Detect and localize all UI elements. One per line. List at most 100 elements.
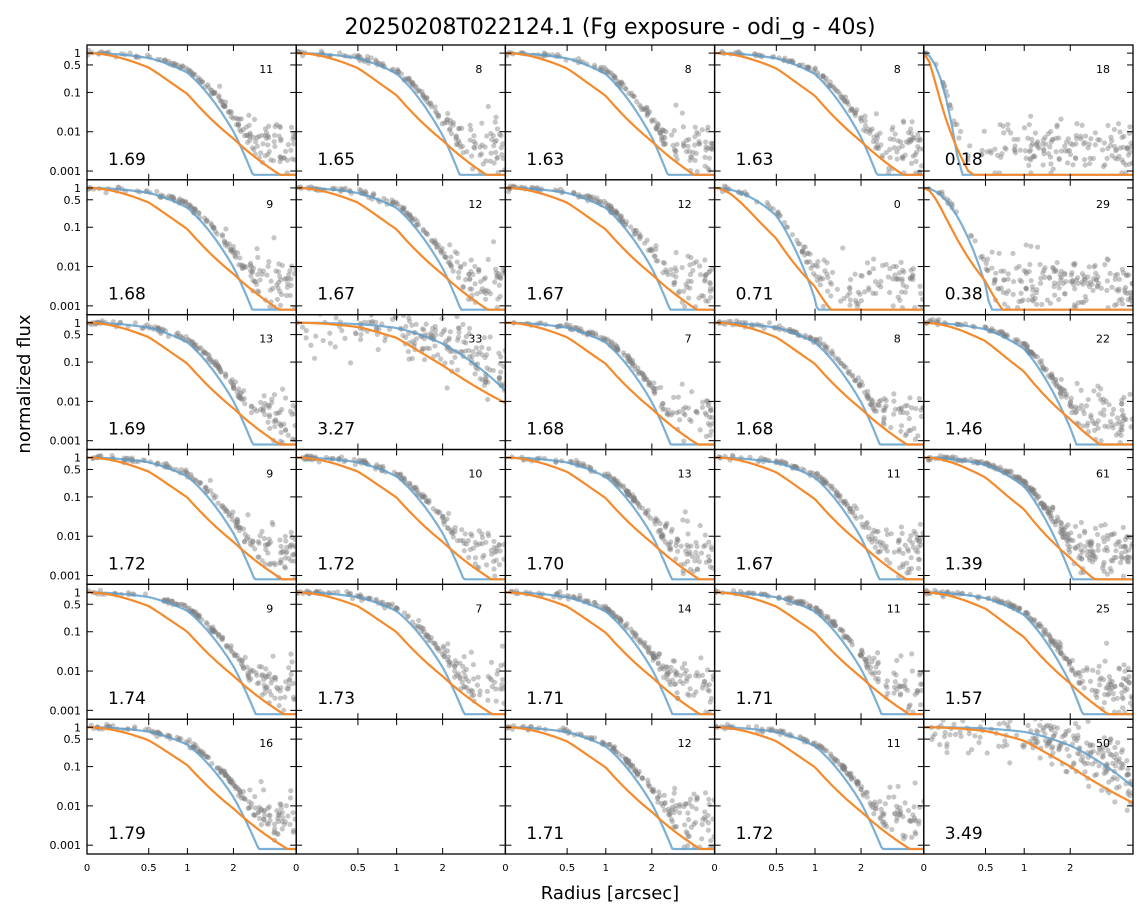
star-count: 12 [468, 198, 482, 211]
star-point [624, 355, 630, 361]
star-point [353, 330, 359, 336]
star-point [898, 524, 905, 530]
star-point [794, 237, 800, 243]
star-point [1040, 503, 1046, 509]
star-point [1033, 301, 1040, 308]
star-point [655, 529, 661, 535]
star-point [190, 608, 196, 614]
star-point [247, 134, 253, 140]
gaussian-fit-line [296, 52, 506, 176]
star-point [915, 137, 921, 143]
star-point [651, 650, 657, 657]
star-point [1120, 696, 1126, 702]
star-point [873, 145, 879, 151]
star-point [1057, 641, 1064, 647]
star-point [444, 516, 450, 522]
star-point [1104, 548, 1111, 554]
star-point [655, 126, 661, 132]
star-point [235, 394, 242, 400]
star-point [1030, 141, 1036, 147]
star-point [366, 319, 372, 325]
star-point [618, 618, 624, 624]
star-point [660, 401, 666, 407]
star-point [1058, 116, 1064, 122]
star-point [474, 682, 481, 688]
moffat-fit-line [505, 321, 715, 446]
star-point [290, 134, 297, 140]
star-point [896, 537, 902, 544]
star-point [870, 256, 877, 262]
star-point [468, 257, 474, 263]
star-point [1029, 488, 1035, 494]
star-point [250, 668, 256, 674]
star-point [242, 531, 248, 537]
star-point [1125, 534, 1131, 540]
star-point [626, 491, 632, 497]
fwhm-value: 1.67 [526, 285, 564, 305]
star-point [226, 241, 232, 247]
star-point [1084, 665, 1090, 671]
star-point [226, 109, 232, 116]
star-point [278, 559, 284, 566]
star-point [683, 281, 689, 287]
star-point [905, 546, 911, 552]
star-point [645, 512, 651, 518]
moffat-fit-line [714, 321, 924, 446]
star-point [822, 613, 828, 619]
star-point [859, 521, 865, 527]
star-point [1050, 504, 1056, 510]
star-point [373, 325, 380, 331]
star-point [906, 415, 912, 422]
star-point [424, 98, 430, 105]
star-point [1062, 148, 1069, 154]
star-point [225, 774, 231, 780]
star-point [1046, 509, 1052, 515]
star-point [280, 386, 286, 392]
star-point [261, 677, 267, 683]
star-point [493, 686, 499, 692]
star-point [701, 543, 707, 550]
star-point [1119, 134, 1125, 141]
star-point [691, 692, 697, 698]
star-point [498, 354, 504, 360]
star-point [420, 92, 426, 98]
star-point [673, 249, 679, 256]
star-point [868, 402, 874, 408]
y-tick-label: 0.001 [50, 300, 82, 313]
star-point [1004, 469, 1011, 475]
star-point [991, 595, 998, 601]
star-point [1126, 680, 1132, 686]
star-point [1082, 543, 1088, 550]
star-point [700, 293, 707, 299]
moffat-fit-line [923, 321, 1133, 446]
star-point [837, 626, 843, 632]
star-point [458, 264, 464, 271]
star-point [1085, 429, 1092, 435]
star-point [426, 500, 432, 506]
star-point [428, 101, 434, 107]
star-point [896, 270, 902, 276]
star-point [261, 393, 267, 399]
star-point [733, 318, 740, 324]
gaussian-fit-line [505, 321, 715, 446]
star-point [907, 276, 914, 282]
star-point [502, 269, 506, 275]
star-point [1114, 421, 1120, 427]
fwhm-value: 1.69 [108, 420, 146, 440]
star-count: 9 [266, 198, 273, 211]
star-point [203, 753, 209, 760]
star-point [447, 262, 454, 268]
star-point [781, 219, 788, 226]
star-point [1096, 392, 1102, 398]
star-point [232, 250, 238, 256]
star-point [660, 674, 667, 680]
star-point [1070, 162, 1076, 168]
star-point [1065, 542, 1071, 548]
star-point [601, 64, 607, 70]
star-point [234, 521, 240, 527]
star-point [251, 812, 257, 818]
star-point [250, 134, 257, 140]
star-point [204, 754, 210, 760]
